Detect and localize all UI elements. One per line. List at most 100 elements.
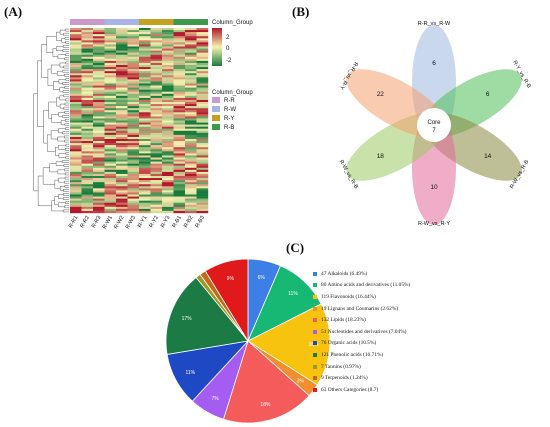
heatmap-cell — [116, 192, 128, 195]
heatmap-cell — [150, 91, 163, 94]
heatmap-cell — [173, 87, 186, 90]
heatmap-cell — [116, 118, 128, 121]
heatmap-cell — [116, 161, 128, 164]
heatmap-cell — [196, 97, 209, 101]
legend-label: 119 Flavonoids (16.44%) — [321, 293, 376, 300]
heatmap-cell — [185, 99, 197, 103]
heatmap-cell — [196, 151, 209, 154]
heatmap-cell — [81, 157, 94, 160]
heatmap-cell — [70, 91, 82, 94]
heatmap-cell — [81, 182, 94, 185]
heatmap-cell — [127, 180, 140, 183]
heatmap-cell — [104, 169, 117, 173]
heatmap-cell — [127, 176, 140, 179]
heatmap-cell — [173, 163, 186, 166]
heatmap-cell — [162, 134, 174, 138]
heatmap-cell — [93, 93, 105, 97]
heatmap-cell — [173, 62, 186, 66]
heatmap-cell — [70, 171, 82, 175]
heatmap-cell — [139, 163, 151, 166]
heatmap-cell — [116, 99, 128, 103]
heatmap-cell — [196, 165, 209, 168]
heatmap-cell — [162, 99, 174, 103]
heatmap-cell — [196, 48, 209, 51]
heatmap-cell — [150, 171, 163, 175]
heatmap-cell — [185, 118, 197, 121]
heatmap-cell — [150, 194, 163, 197]
heatmap-cell — [150, 206, 163, 210]
heatmap-cell — [116, 83, 128, 86]
heatmap-cell — [81, 136, 94, 140]
heatmap-cell — [93, 85, 105, 88]
heatmap-cell — [185, 60, 197, 64]
heatmap-cell — [162, 159, 174, 162]
heatmap-column-label: R-W2 — [113, 215, 125, 230]
heatmap-cell — [104, 163, 117, 166]
heatmap-cell — [70, 178, 82, 181]
heatmap-cell — [139, 67, 151, 70]
heatmap-cell — [104, 161, 117, 164]
heatmap-cell — [70, 200, 82, 203]
heatmap-cell — [93, 151, 105, 154]
heatmap-cell — [173, 79, 186, 82]
heatmap-cell — [150, 202, 163, 205]
heatmap-cell — [81, 40, 94, 43]
heatmap-cell — [127, 145, 140, 148]
heatmap-cell — [185, 106, 197, 109]
heatmap-cell — [150, 44, 163, 47]
heatmap-cell — [93, 102, 105, 105]
heatmap-cell — [196, 132, 209, 136]
heatmap-cell — [116, 132, 128, 136]
heatmap-cell — [127, 147, 140, 150]
heatmap-cell — [127, 69, 140, 72]
heatmap-cell — [150, 32, 163, 35]
heatmap-cell — [150, 139, 163, 142]
heatmap-cell — [70, 149, 82, 152]
heatmap-cell — [81, 208, 94, 212]
heatmap-cell — [150, 95, 163, 99]
heatmap-cell — [116, 62, 128, 66]
heatmap-cell — [150, 36, 163, 39]
heatmap-cell — [116, 28, 128, 31]
heatmap-cell — [81, 198, 94, 201]
heatmap-cell — [173, 89, 186, 92]
heatmap-cell — [139, 165, 151, 168]
heatmap-cell — [81, 75, 94, 78]
heatmap-cell — [139, 134, 151, 138]
heatmap-cell — [162, 38, 174, 41]
heatmap-cell — [185, 95, 197, 99]
heatmap-cell — [116, 32, 128, 35]
color-scale-bar — [212, 28, 222, 66]
heatmap-cell — [93, 136, 105, 140]
heatmap-cell — [116, 147, 128, 150]
heatmap-cell — [116, 178, 128, 181]
heatmap-cell — [139, 132, 151, 136]
heatmap-cell — [104, 165, 117, 168]
heatmap-cell — [116, 102, 128, 105]
heatmap-cell — [162, 36, 174, 39]
heatmap-cell — [116, 79, 128, 82]
heatmap-cell — [173, 143, 186, 146]
heatmap-cell — [70, 206, 82, 210]
heatmap-cell — [196, 36, 209, 39]
heatmap-cell — [93, 71, 105, 74]
heatmap-cell — [196, 188, 209, 191]
heatmap-cell — [162, 56, 174, 60]
heatmap-cell — [70, 118, 82, 121]
heatmap-cell — [162, 132, 174, 136]
heatmap-cell — [185, 30, 197, 33]
heatmap-cell — [185, 139, 197, 142]
legend-item: 121 Phenolic acids (16.71%) — [313, 349, 550, 361]
heatmap-cell — [185, 58, 197, 62]
group-legend-swatch — [212, 106, 220, 112]
heatmap-cell — [93, 173, 105, 177]
heatmap-cell — [173, 106, 186, 109]
color-scale-tick: 0 — [226, 46, 230, 52]
heatmap-cell — [116, 208, 128, 212]
legend-item: 119 Flavonoids (16.44%) — [313, 291, 550, 303]
heatmap-cell — [116, 139, 128, 142]
heatmap-cell — [173, 200, 186, 203]
heatmap-cell — [70, 106, 82, 109]
heatmap-cell — [173, 157, 186, 160]
heatmap-cell — [93, 91, 105, 94]
